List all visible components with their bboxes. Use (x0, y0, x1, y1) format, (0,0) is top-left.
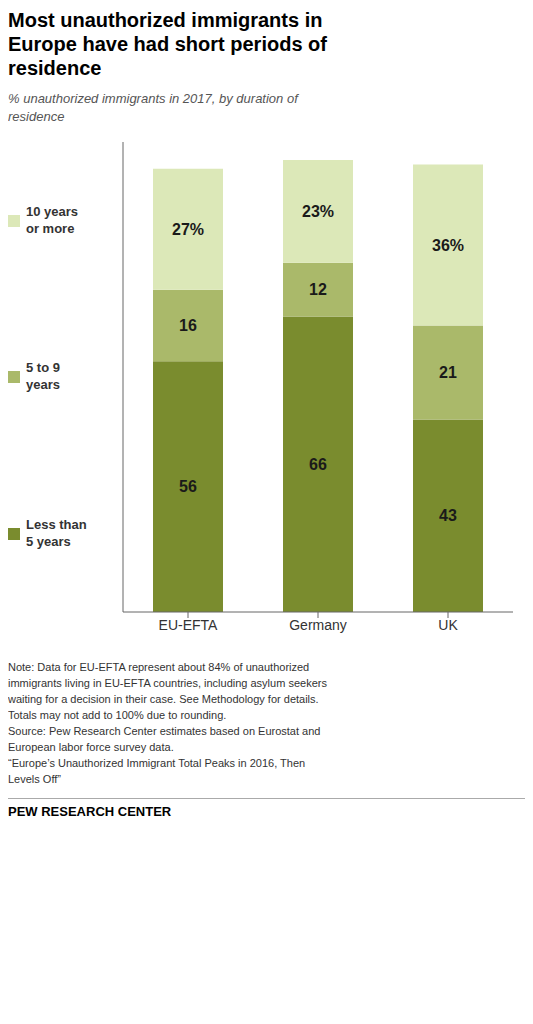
html-text:PEW RESEARCH CENTER: PEW RESEARCH CENTER (8, 803, 172, 819)
html-text:Most unauthorized immigrants i: Most unauthorized immigrants in Europe h… (8, 9, 327, 79)
svg-text:12: 12 (309, 282, 327, 299)
svg-text:Germany: Germany (289, 617, 347, 633)
svg-text:66: 66 (309, 456, 327, 473)
svg-text:43: 43 (439, 508, 457, 525)
svg-text:16: 16 (179, 318, 197, 335)
svg-text:27%: 27% (172, 221, 204, 238)
svg-text:EU-EFTA: EU-EFTA (159, 617, 219, 633)
svg-text:56: 56 (179, 479, 197, 496)
svg-text:21: 21 (439, 365, 457, 382)
svg-text:UK: UK (438, 617, 458, 633)
html-text:% unauthorized immigrants in 2: % unauthorized immigrants in 2017, by du… (8, 91, 298, 125)
html-text:Note: Data for EU-EFTA represe: Note: Data for EU-EFTA represent about 8… (8, 661, 327, 785)
html-text:Less than 5 years: Less than 5 years (26, 517, 87, 549)
html-text:5 to 9 years: 5 to 9 years (26, 360, 60, 393)
html-text:10 years or more: 10 years or more (26, 203, 79, 236)
svg-text:23%: 23% (302, 203, 334, 220)
svg-text:36%: 36% (432, 237, 464, 254)
